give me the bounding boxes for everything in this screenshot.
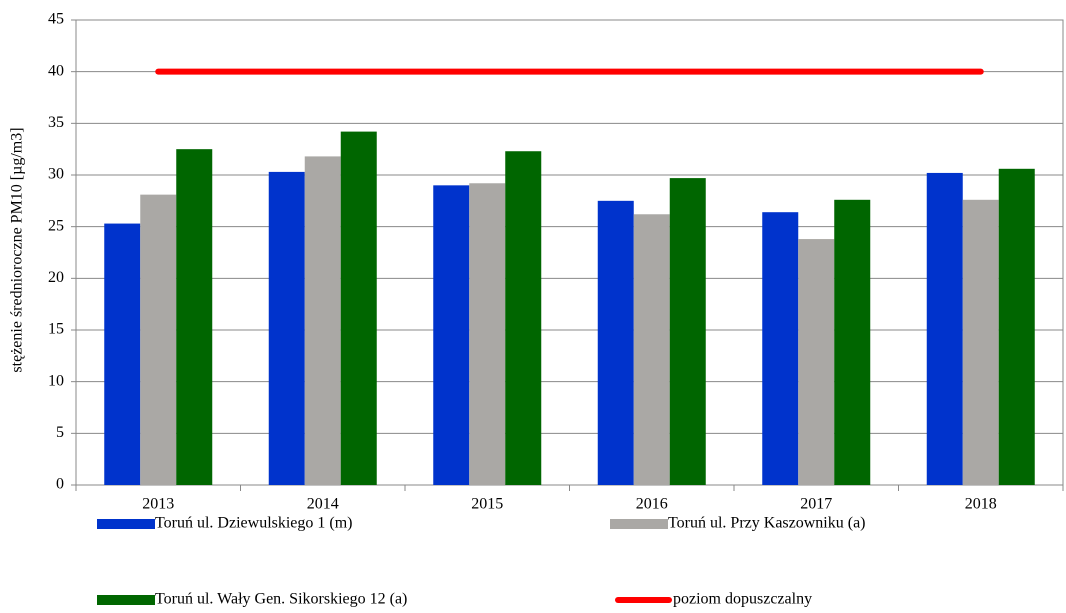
x-tick-label: 2018 [965, 496, 997, 513]
legend-swatch [610, 519, 668, 529]
legend-label: Toruń ul. Dziewulskiego 1 (m) [155, 515, 353, 532]
y-tick-label: 35 [48, 114, 64, 131]
y-tick-label: 45 [48, 11, 64, 28]
bar [762, 212, 799, 485]
y-tick-label: 40 [48, 62, 64, 79]
bar [176, 149, 213, 485]
bar [597, 200, 634, 486]
y-tick-label: 25 [48, 217, 64, 234]
y-axis-label: stężenie średnioroczne PM10 [µg/m3] [9, 127, 26, 372]
bar [798, 239, 835, 485]
bar [926, 172, 963, 485]
x-tick-label: 2016 [636, 496, 668, 513]
bar [962, 199, 999, 486]
bar [633, 214, 670, 485]
legend-label: poziom dopuszczalny [673, 591, 812, 608]
bar [304, 156, 341, 485]
x-tick-label: 2017 [800, 496, 832, 513]
legend-swatch [97, 519, 155, 529]
x-tick-label: 2015 [471, 496, 503, 513]
y-tick-label: 5 [56, 424, 64, 441]
legend-label: Toruń ul. Wały Gen. Sikorskiego 12 (a) [155, 591, 407, 608]
bar [340, 131, 377, 485]
x-tick-label: 2013 [142, 496, 174, 513]
y-tick-label: 0 [56, 476, 64, 493]
bar [505, 151, 542, 485]
y-tick-label: 15 [48, 321, 64, 338]
legend-label: Toruń ul. Przy Kaszowniku (a) [668, 515, 866, 532]
bar [268, 171, 305, 485]
plot-border [75, 19, 1064, 486]
y-tick-label: 30 [48, 166, 64, 183]
bar [140, 194, 177, 485]
y-tick-label: 10 [48, 372, 64, 389]
bar [433, 185, 470, 486]
y-tick-label: 20 [48, 269, 64, 286]
x-tick-label: 2014 [307, 496, 339, 513]
legend-swatch [97, 595, 155, 605]
bar [834, 199, 871, 486]
bar [669, 178, 706, 485]
bar [104, 223, 141, 486]
bar [998, 168, 1035, 486]
bar [469, 183, 506, 485]
